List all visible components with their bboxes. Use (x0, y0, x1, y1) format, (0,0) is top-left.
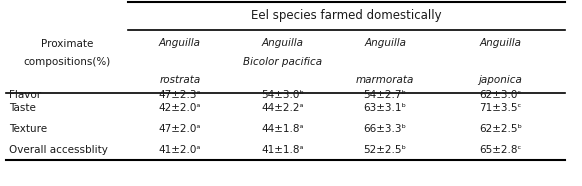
Text: rostrata: rostrata (159, 75, 200, 85)
Text: 54±2.7ᵇ: 54±2.7ᵇ (364, 90, 407, 100)
Text: 41±1.8ᵃ: 41±1.8ᵃ (261, 145, 304, 155)
Text: 47±2.0ᵃ: 47±2.0ᵃ (158, 124, 201, 134)
Text: 54±3.0ᵇ: 54±3.0ᵇ (261, 90, 304, 100)
Text: Eel species farmed domestically: Eel species farmed domestically (251, 9, 442, 23)
Text: 63±3.1ᵇ: 63±3.1ᵇ (364, 103, 407, 113)
Text: marmorata: marmorata (356, 75, 414, 85)
Text: 66±3.3ᵇ: 66±3.3ᵇ (364, 124, 407, 134)
Text: 44±1.8ᵃ: 44±1.8ᵃ (261, 124, 304, 134)
Text: Flavor: Flavor (9, 90, 41, 100)
Text: Proximate: Proximate (41, 39, 93, 49)
Text: 71±3.5ᶜ: 71±3.5ᶜ (480, 103, 522, 113)
Text: Texture: Texture (9, 124, 47, 134)
Text: Bicolor pacifica: Bicolor pacifica (243, 57, 322, 67)
Text: 62±3.0ᶜ: 62±3.0ᶜ (480, 90, 521, 100)
Text: Taste: Taste (9, 103, 36, 113)
Text: 62±2.5ᵇ: 62±2.5ᵇ (479, 124, 522, 134)
Text: compositions(%): compositions(%) (23, 57, 111, 67)
Text: japonica: japonica (478, 75, 523, 85)
Text: 47±2.3ᵃ: 47±2.3ᵃ (158, 90, 201, 100)
Text: 65±2.8ᶜ: 65±2.8ᶜ (480, 145, 522, 155)
Text: Overall accessblity: Overall accessblity (9, 145, 108, 155)
Text: 52±2.5ᵇ: 52±2.5ᵇ (364, 145, 407, 155)
Text: Anguilla: Anguilla (480, 38, 521, 48)
Text: Anguilla: Anguilla (364, 38, 406, 48)
Text: 41±2.0ᵃ: 41±2.0ᵃ (158, 145, 201, 155)
Text: Anguilla: Anguilla (261, 38, 303, 48)
Text: 44±2.2ᵃ: 44±2.2ᵃ (261, 103, 304, 113)
Text: 42±2.0ᵃ: 42±2.0ᵃ (158, 103, 201, 113)
Text: Anguilla: Anguilla (159, 38, 201, 48)
